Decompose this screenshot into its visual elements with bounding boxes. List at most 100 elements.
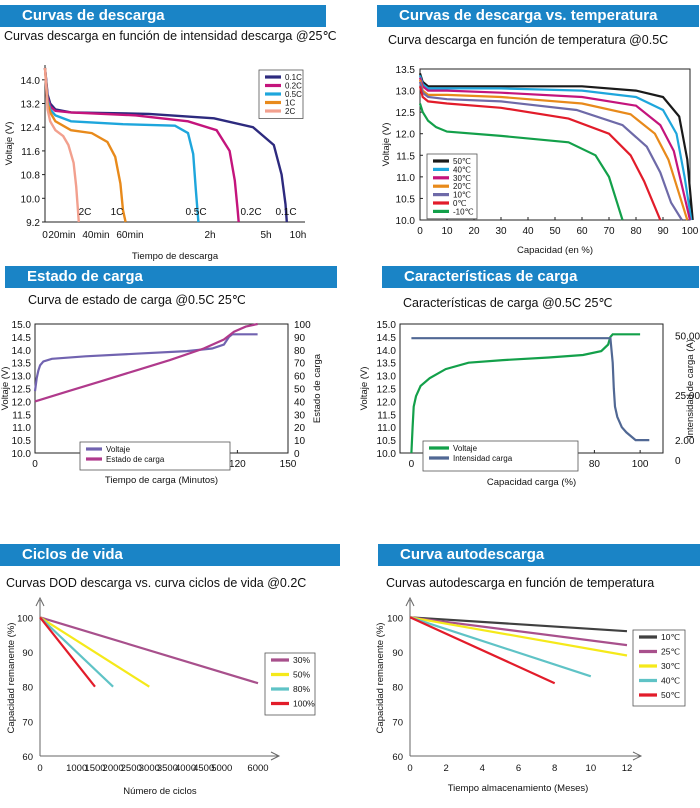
discharge-legend-label: 0.5C [285, 90, 302, 99]
y-tick-label: 10.5 [12, 436, 32, 447]
y-axis-arrow [35, 596, 45, 607]
y-tick-label: 12.0 [396, 130, 416, 141]
x-tick-label: 30 [495, 226, 507, 237]
y-tick-label: 13.2 [21, 100, 41, 111]
x-tick-label: 3500 [157, 763, 178, 774]
x-tick-label: 0 [409, 459, 415, 470]
series-end-label: 0.1C [275, 207, 296, 218]
series-line [39, 616, 259, 685]
x-tick-label: 40 [522, 226, 534, 237]
series-line [409, 616, 628, 647]
temperature-legend-label: 40℃ [453, 165, 471, 174]
x-axis-label: Tiempo de descarga [132, 251, 219, 262]
discharge-legend-label: 0.1C [285, 73, 302, 82]
y-tick-label: 70 [22, 717, 33, 728]
plot-frame [399, 323, 664, 454]
series-line [410, 333, 641, 454]
x-tick-label: 6 [516, 763, 521, 774]
series-end-label: 2C [79, 207, 92, 218]
x-tick-label: 120 [229, 459, 246, 470]
y2-tick-label: 60 [294, 372, 306, 383]
series-line [39, 616, 150, 688]
panel-title-discharge-temp: Curvas de descarga vs. temperatura [377, 5, 699, 27]
series-line-0.1C [43, 67, 288, 223]
panel-title-self-discharge: Curva autodescarga [378, 544, 700, 566]
y-tick-label: 14.5 [377, 333, 397, 344]
y-tick-label: 12.0 [377, 397, 397, 408]
temperature-legend-label: 20℃ [453, 182, 471, 191]
x-tick-label: 10h [290, 230, 307, 241]
y2-tick-label: 70 [294, 359, 306, 370]
x-tick-label: 10 [441, 226, 453, 237]
y-tick-label: 14.0 [377, 346, 397, 357]
y-tick-label: 14.0 [21, 76, 41, 87]
temperature-legend-label: 0℃ [453, 199, 466, 208]
y-tick-label: 12.5 [377, 385, 397, 396]
y-tick-label: 10.0 [396, 216, 416, 227]
plot-frame [34, 323, 289, 454]
y-axis-label: Voltaje (V) [0, 367, 11, 411]
x-tick-label: 2500 [121, 763, 142, 774]
y-tick-label: 13.5 [396, 65, 416, 76]
y-axis-label: Voltaje (V) [4, 122, 15, 166]
x-tick-label: 1000 [66, 763, 87, 774]
discharge-legend-label: 1C [285, 99, 295, 108]
x-tick-label: 2 [444, 763, 449, 774]
series-line-0.2C [43, 67, 240, 223]
y-tick-label: 11.5 [12, 410, 31, 421]
x-tick-label: 20 [468, 226, 480, 237]
charge-char-legend [422, 440, 579, 472]
y-tick-label: 13.0 [12, 372, 32, 383]
y-tick-label: 100 [17, 613, 33, 624]
y-tick-label: 10.0 [21, 194, 41, 205]
y-tick-label: 60 [392, 752, 403, 763]
x-tick-label: 0 [407, 763, 412, 774]
x-tick-label: 12 [622, 763, 633, 774]
y-tick-label: 11.0 [396, 173, 415, 184]
x-tick-label: 60 [576, 226, 588, 237]
y-axis-label: Capacidad remanente (%) [6, 623, 17, 734]
x-tick-label: 2000 [103, 763, 124, 774]
chart-self-discharge: 60 70 80 90 100 0 2 4 6 8 10 12 Tiempo almacenamient… [375, 596, 686, 794]
x-axis-label: Número de ciclos [123, 786, 197, 797]
series-line-1C [43, 67, 127, 223]
charge-state-legend-label: Estado de carga [106, 455, 165, 464]
y2-tick-label: 80 [294, 346, 306, 357]
discharge-legend-label: 0.2C [285, 82, 302, 91]
x-tick-label: 80 [630, 226, 642, 237]
y-tick-label: 13.0 [396, 87, 416, 98]
series-line-2C [43, 67, 80, 223]
y2-axis-label: Estado de carga [312, 353, 323, 423]
x-tick-label: 1500 [84, 763, 105, 774]
cycle-life-legend-label: 100% [293, 699, 315, 709]
self-discharge-legend-label: 25℃ [661, 647, 680, 657]
temperature-legend-label: 10℃ [453, 191, 471, 200]
x-tick-label: 100 [632, 459, 649, 470]
y-tick-label: 11.5 [396, 151, 415, 162]
x-axis-label: Tiempo almacenamiento (Meses) [448, 783, 589, 794]
y-axis-label: Capacidad remanente (%) [375, 623, 386, 734]
x-tick-label: 5000 [211, 763, 232, 774]
series-end-label: 0.2C [240, 207, 261, 218]
y-tick-label: 14.5 [12, 333, 32, 344]
charge-char-legend-label: Voltaje [453, 444, 478, 453]
x-axis-arrow [270, 751, 281, 761]
x-tick-label: 10 [586, 763, 597, 774]
y-tick-label: 11.0 [12, 423, 31, 434]
cycle-life-legend-label: 30% [293, 655, 310, 665]
x-tick-label: 2h [204, 230, 215, 241]
y-tick-label: 10.5 [377, 436, 397, 447]
y-tick-label: 10.0 [377, 449, 397, 460]
y-tick-label: 13.5 [377, 359, 397, 370]
x-tick-label: 6000 [247, 763, 268, 774]
x-tick-label: 4 [480, 763, 485, 774]
x-tick-label: 100 [682, 226, 699, 237]
discharge-legend-label: 2C [285, 107, 295, 116]
x-tick-label: 90 [657, 226, 669, 237]
y-tick-label: 10.8 [21, 171, 41, 182]
x-tick-label: 5h [260, 230, 271, 241]
series-line [418, 77, 692, 221]
chart-charge-characteristics: 10.0 10.5 11.0 11.5 12.012.5 13.0 13.5 14.0 14.5… [359, 320, 700, 488]
